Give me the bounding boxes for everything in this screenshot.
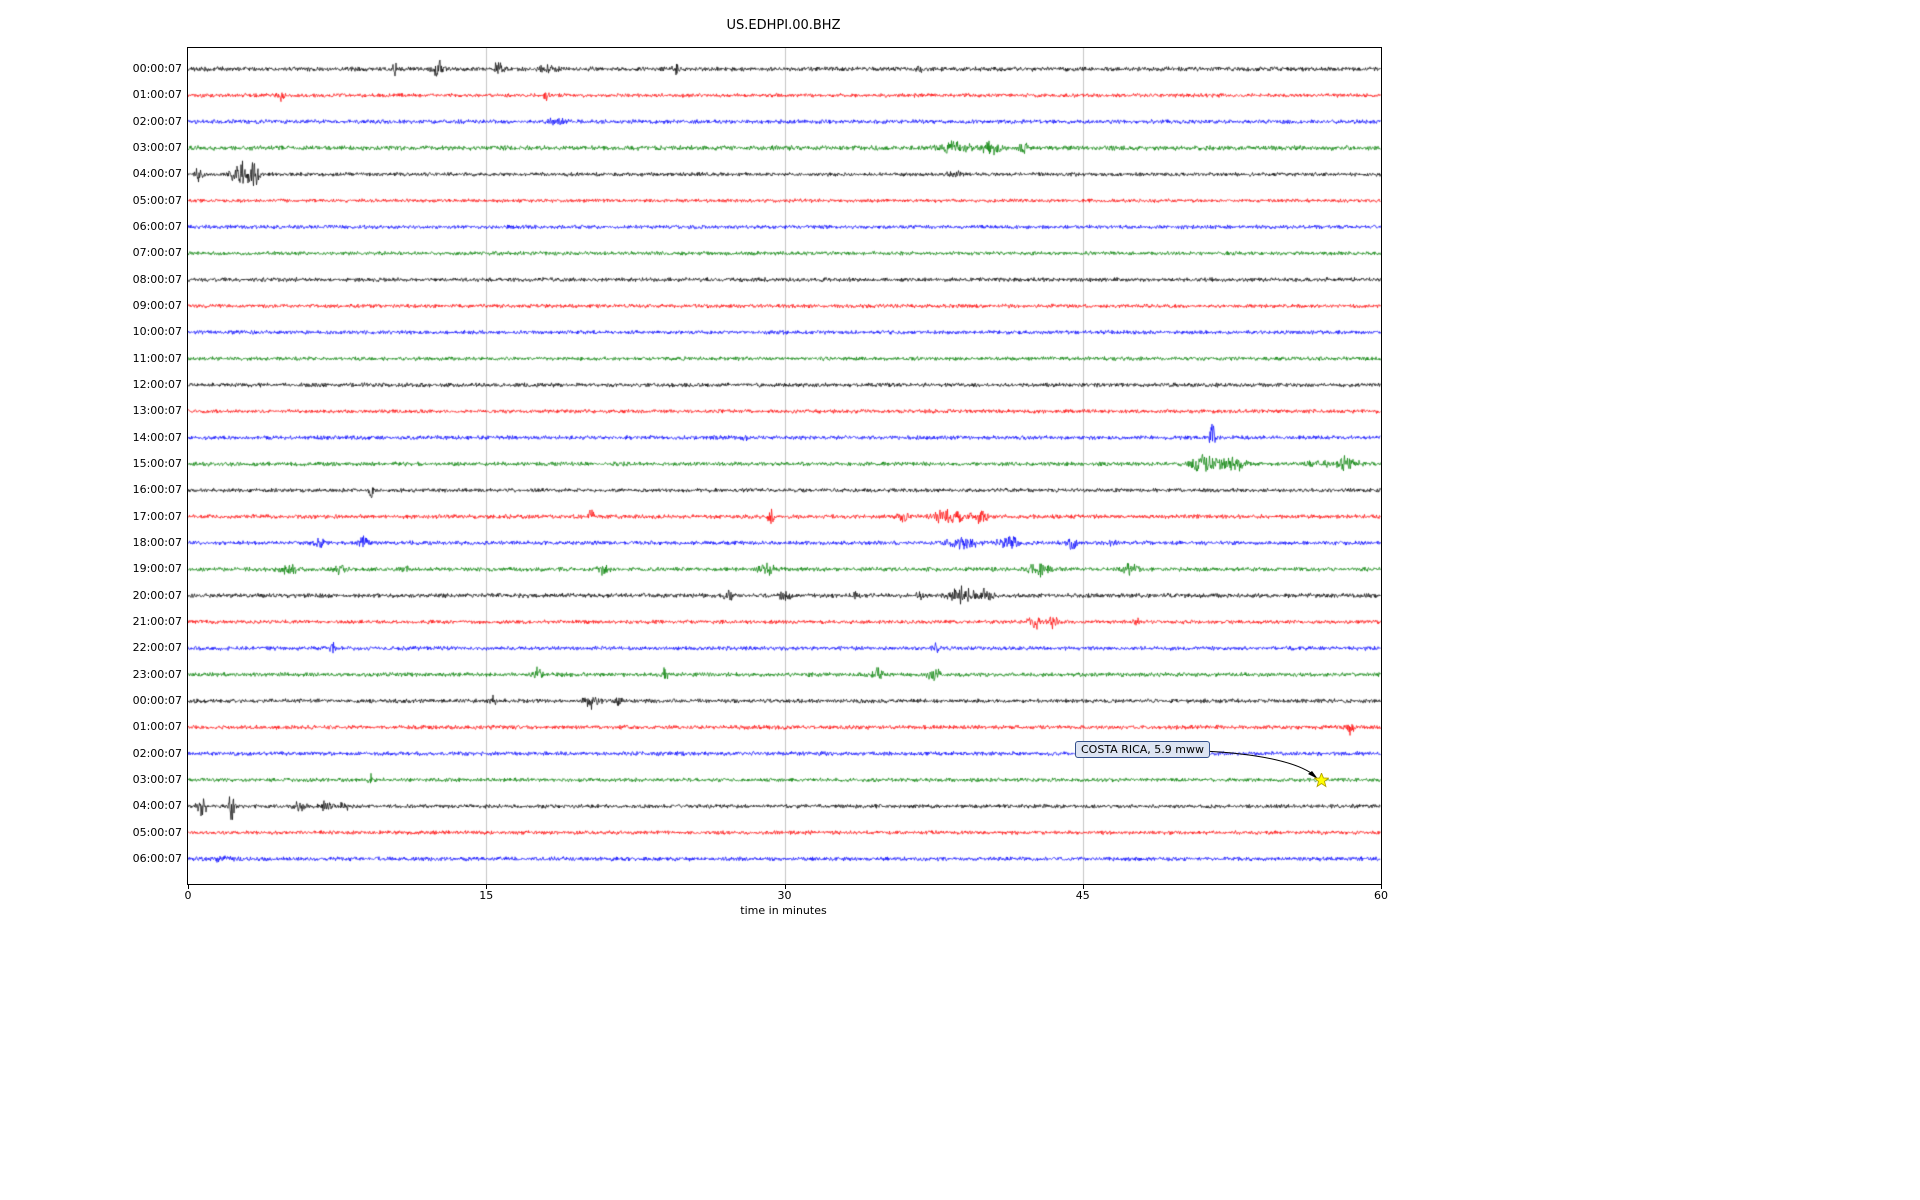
row-label: 12:00:07 [132,377,182,391]
seismogram-canvas [188,48,1381,884]
row-label: 06:00:07 [132,851,182,865]
x-tick-label: 0 [184,889,192,902]
row-label: 05:00:07 [132,825,182,839]
row-label: 09:00:07 [132,298,182,312]
row-label: 16:00:07 [132,483,182,497]
annotation-label: COSTA RICA, 5.9 mww [1075,741,1210,758]
row-label: 19:00:07 [132,562,182,576]
x-tick-label: 60 [1374,889,1388,902]
row-label: 23:00:07 [132,667,182,681]
earthquake-star-icon [1314,772,1330,788]
row-label: 17:00:07 [132,509,182,523]
x-tick-mark [1381,885,1382,889]
x-tick-mark [1082,885,1084,889]
row-label: 06:00:07 [132,219,182,233]
x-tick-label: 30 [777,889,792,902]
row-label: 18:00:07 [132,535,182,549]
x-tick-mark [784,885,786,889]
row-label: 04:00:07 [132,167,182,181]
row-label: 02:00:07 [132,746,182,760]
x-tick-mark [486,885,488,889]
row-label: 11:00:07 [132,351,182,365]
row-label: 20:00:07 [132,588,182,602]
row-label: 01:00:07 [132,720,182,734]
row-label: 22:00:07 [132,641,182,655]
row-label: 13:00:07 [132,404,182,418]
row-label: 14:00:07 [132,430,182,444]
row-label: 07:00:07 [132,246,182,260]
row-label: 01:00:07 [132,88,182,102]
row-label: 03:00:07 [132,772,182,786]
x-axis-label: time in minutes [740,904,827,917]
x-tick-mark [188,885,189,889]
x-tick-label: 15 [479,889,494,902]
row-label: 15:00:07 [132,456,182,470]
row-label: 00:00:07 [132,693,182,707]
row-label: 10:00:07 [132,325,182,339]
row-label: 08:00:07 [132,272,182,286]
row-label: 21:00:07 [132,614,182,628]
row-label: 04:00:07 [132,799,182,813]
row-label: 03:00:07 [132,140,182,154]
x-tick-label: 45 [1075,889,1090,902]
row-label: 02:00:07 [132,114,182,128]
chart-title: US.EDHPI.00.BHZ [726,18,841,33]
row-label: 05:00:07 [132,193,182,207]
row-label: 00:00:07 [132,62,182,75]
